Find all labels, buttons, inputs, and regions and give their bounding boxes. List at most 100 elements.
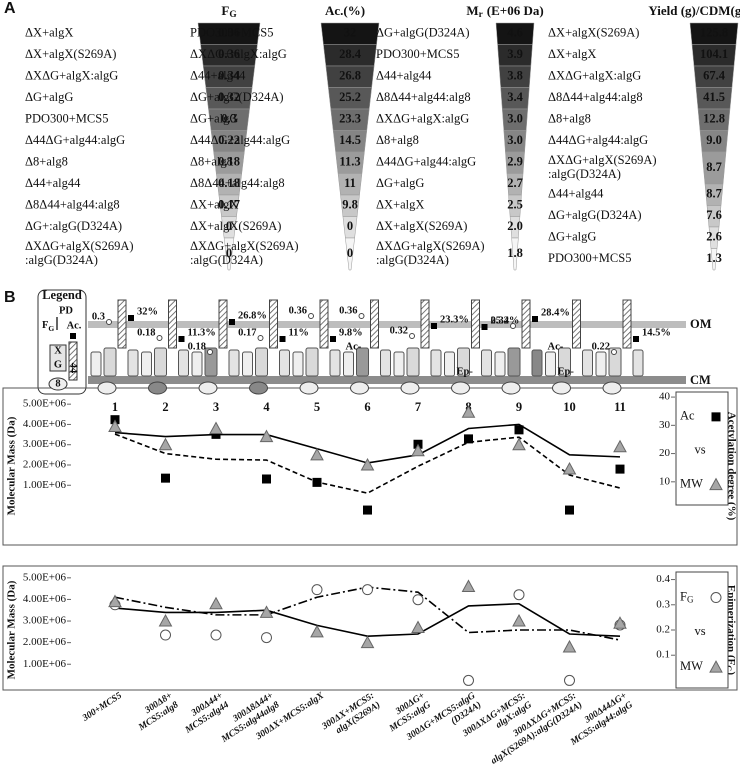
mw-point: [259, 605, 274, 618]
legend-pd-bar: [68, 341, 78, 381]
funnel-segment: [511, 237, 519, 271]
panel-label: A: [4, 0, 16, 17]
y2-axis-label-part: G: [724, 665, 733, 671]
row-value: 0.34: [218, 69, 241, 83]
legend-g: G: [54, 359, 62, 370]
ac-label: 11%: [289, 327, 309, 338]
fg-point: [210, 629, 222, 641]
fg-marker: [106, 319, 112, 325]
row-label: Δ44+alg44: [376, 69, 432, 83]
y2-tick-label: 0.2: [656, 624, 670, 636]
legend-44: 44: [68, 363, 79, 374]
strain-number: 4: [263, 400, 270, 414]
funnel-segment: [345, 237, 355, 271]
pore: [622, 299, 632, 349]
mw-point: [209, 596, 223, 610]
ac-marker: [481, 324, 488, 330]
ac-marker: [178, 336, 185, 342]
protein: [154, 347, 167, 377]
alg8: [350, 381, 369, 395]
row-label: PDO300+MCS5: [25, 112, 108, 126]
row-label: :algG(D324A): [25, 253, 98, 267]
row-value: 12.8: [703, 112, 725, 126]
row-label: :algG(D324A): [376, 253, 449, 267]
row-value: 7.6: [706, 208, 722, 222]
ac-marker: [128, 315, 134, 321]
alg8: [97, 381, 117, 395]
row-value: 1.3: [706, 251, 722, 265]
protein: [481, 349, 492, 377]
ac-label: 25.2%: [491, 315, 520, 326]
fg-label: 0.18: [137, 327, 155, 338]
fg-label: 0.22: [592, 341, 610, 352]
strain-number: 7: [415, 400, 421, 414]
legend-box: [37, 289, 87, 395]
row-value: 2.9: [507, 155, 523, 169]
legend-label-part: G: [687, 595, 694, 605]
fg-marker: [358, 313, 365, 319]
porin: [494, 351, 506, 377]
fg-point: [463, 674, 474, 686]
alg8: [198, 381, 218, 395]
protein: [255, 347, 268, 377]
mw-point: [310, 624, 324, 638]
column-title: FG: [221, 3, 237, 20]
row-label: ΔX+algX(S269A): [548, 26, 639, 40]
alg8: [249, 381, 268, 395]
ac-point: [161, 473, 170, 483]
mw-point: [512, 613, 526, 627]
panel-label: B: [4, 289, 16, 306]
legend-fg-part: G: [48, 324, 54, 333]
protein: [632, 349, 644, 377]
fg-marker: [257, 335, 264, 341]
row-label: Δ8Δ44+alg44:alg8: [190, 176, 285, 190]
legend-label: MW: [680, 477, 703, 491]
fg-marker: [611, 349, 617, 355]
outer-membrane: [88, 321, 686, 328]
legend-label: FG: [680, 589, 694, 604]
fg-point: [160, 629, 171, 641]
porin: [343, 351, 354, 377]
row-label: ΔXΔG+algX(S269A): [25, 239, 134, 253]
mw-point: [461, 579, 476, 592]
legend-label: Ac: [680, 409, 695, 423]
mw-point: [310, 447, 324, 461]
y2-axis-label-part: ): [725, 671, 737, 675]
mw-point: [158, 437, 173, 451]
protein: [582, 349, 593, 377]
legend-vs: vs: [694, 443, 705, 457]
row-value: 0.18: [218, 155, 240, 169]
ac-label: 14.5%: [642, 327, 671, 338]
chart-frame: [2, 387, 738, 546]
row-value: 8.7: [706, 187, 722, 201]
row-label: Δ8+alg8: [548, 112, 591, 126]
ac-label: 26.8%: [238, 310, 267, 321]
mw-point: [108, 594, 122, 608]
row-value: 0.22: [218, 133, 240, 147]
pore: [572, 299, 581, 349]
row-label: ΔG+algG: [376, 176, 424, 190]
row-label: ΔG+:algG(D324A): [25, 219, 122, 233]
y-tick-label: 5.00E+06: [23, 398, 67, 410]
row-label: Δ8+alg8: [376, 133, 419, 147]
fg-marker: [510, 323, 516, 329]
x-tick-label-group: 300ΔX+MCS5:algX(S269A): [320, 691, 383, 736]
porin: [545, 351, 556, 377]
pore: [269, 299, 278, 349]
column-title-part: M: [466, 3, 478, 18]
fg-marker: [207, 349, 213, 355]
legend-8: [48, 377, 68, 391]
row-label: Δ8+alg8: [25, 155, 68, 169]
fg-label: 0.34: [491, 315, 510, 326]
row-label: Δ44ΔG+alg44:algG: [190, 133, 290, 147]
row-value: 2.0: [507, 219, 523, 233]
fg-point: [564, 674, 575, 686]
row-label: Δ8+alg8: [190, 155, 233, 169]
protein: [329, 349, 341, 377]
protein: [178, 349, 189, 377]
alg8: [299, 381, 319, 395]
mw-point: [360, 457, 375, 471]
fg-label: 0.36: [289, 305, 307, 316]
row-value: 125.8: [700, 26, 728, 40]
legend-ac: Ac.: [67, 320, 82, 331]
